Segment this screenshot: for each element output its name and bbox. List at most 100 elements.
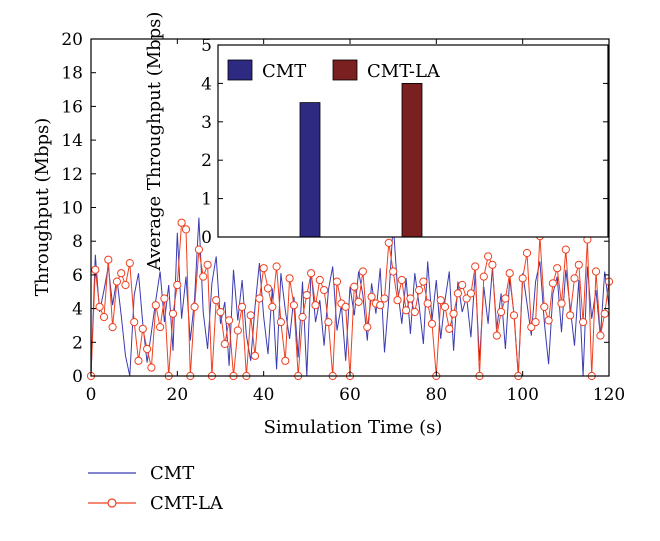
data-point [130,318,139,327]
data-point [238,302,247,311]
data-point [156,323,165,332]
data-point [341,302,350,311]
data-point [108,323,117,332]
data-point [104,255,113,264]
data-point [497,307,506,317]
data-point [458,280,467,290]
y-tick-label: 2 [72,333,83,353]
data-point [255,294,264,303]
data-point [125,259,134,268]
data-point [484,252,493,261]
data-point [268,302,277,311]
data-point [415,286,424,295]
data-point [203,260,212,269]
data-point [121,280,130,290]
x-tick-label: 80 [426,385,448,405]
data-point [117,269,126,278]
data-point [540,302,549,311]
inset-legend-swatch-cmt [227,59,253,81]
y-tick-label: 10 [61,199,83,219]
data-point [151,301,160,310]
data-point [553,264,562,273]
legend-label-cmt: CMT [150,463,194,484]
x-tick-label: 0 [86,385,97,405]
data-point [358,267,367,276]
data-point [138,324,147,333]
main-x-axis-title: Simulation Time (s) [264,417,443,438]
data-point [402,306,411,315]
data-point [419,277,428,286]
data-point [423,299,432,308]
data-point [440,302,450,311]
data-point [112,277,122,286]
data-point [488,260,497,269]
series-line-cmt [90,217,610,377]
data-point [579,318,588,327]
data-point [99,312,109,322]
data-point [350,282,359,291]
data-point [173,280,182,290]
inset-legend-label-cmt: CMT [262,61,306,82]
legend-label-cmt-la: CMT-LA [150,493,224,514]
data-point [272,262,281,271]
bar-cmt [299,102,321,238]
data-point [147,363,156,372]
inset-y-tick-label: 2 [201,151,212,171]
data-point [449,309,458,318]
data-point [389,267,398,276]
data-point [143,344,152,354]
data-point [384,238,393,247]
y-tick-label: 18 [61,64,83,84]
data-point [574,260,583,269]
x-tick-label: 100 [506,385,538,405]
data-point [320,286,329,295]
data-point [324,318,333,327]
inset-y-tick-label: 0 [201,228,212,248]
data-point [363,323,372,332]
y-tick-label: 0 [72,367,83,387]
inset-y-tick-label: 3 [201,113,212,133]
y-tick-label: 6 [72,266,83,286]
data-point [134,356,143,365]
data-point [479,272,488,281]
data-point [311,301,320,310]
series-line-cmt-la [90,221,610,377]
data-point [376,301,385,310]
y-tick-label: 20 [61,30,83,50]
data-point [160,294,169,303]
data-point [177,218,186,227]
data-point [285,274,294,283]
bar-cmt-la [401,83,423,238]
data-point [544,316,553,325]
data-point [354,297,363,306]
data-point [548,279,558,288]
y-tick-label: 16 [61,97,83,117]
data-point [199,272,208,281]
data-point [281,356,290,365]
data-point [298,312,307,322]
data-point [91,265,100,274]
data-point [307,269,316,278]
inset-legend: CMT CMT-LA [227,59,441,82]
data-point [492,331,501,340]
x-tick-label: 120 [593,385,625,405]
data-point [397,275,406,285]
data-point [181,225,191,234]
data-point [600,309,609,318]
data-point [95,302,104,311]
data-point [168,309,178,318]
inset-plot-frame [217,44,609,238]
legend-marker-cmt-la [107,498,117,508]
data-point [276,318,285,327]
data-point [315,275,324,285]
data-point [445,324,454,333]
data-point [380,294,389,303]
data-point [518,274,527,283]
y-tick-label: 12 [61,165,83,185]
data-point [596,331,605,340]
data-point [466,289,475,298]
data-point [410,307,419,317]
main-plot-series [86,217,614,381]
